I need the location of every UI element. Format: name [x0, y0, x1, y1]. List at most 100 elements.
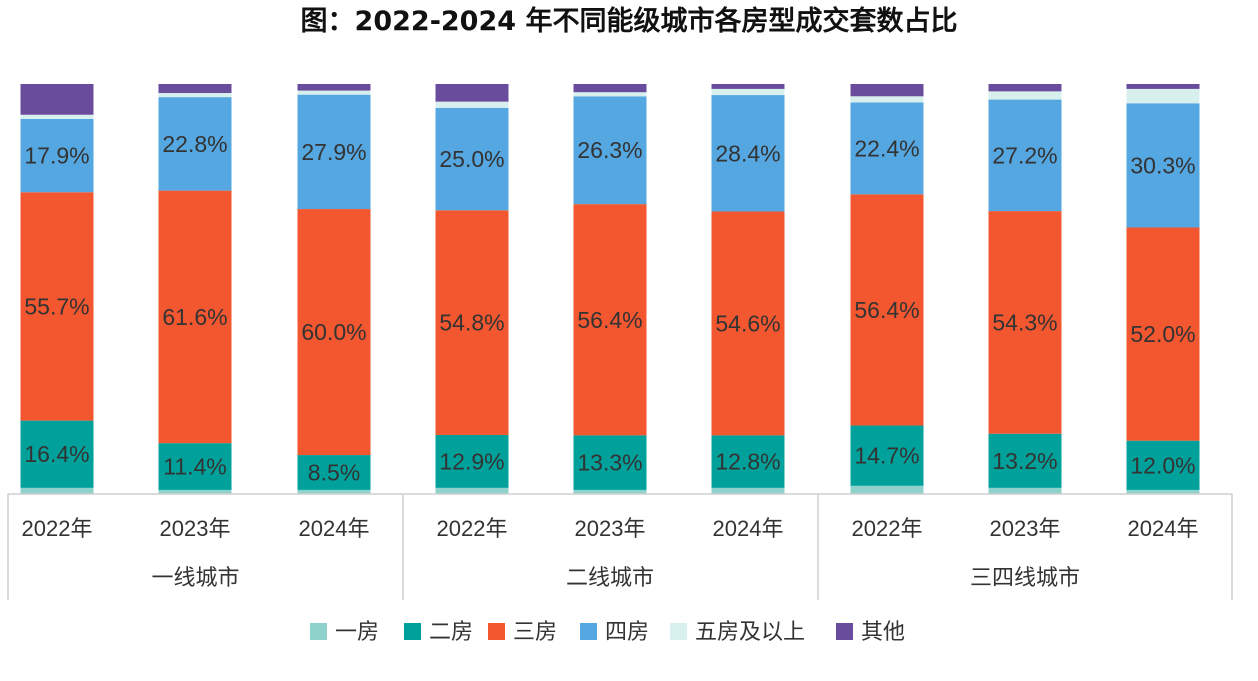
data-label: 22.8% — [162, 131, 227, 157]
bar-segment — [850, 84, 924, 97]
bar-segment — [1126, 103, 1200, 228]
x-tick-label: 2022年 — [852, 516, 923, 541]
data-label: 25.0% — [439, 146, 504, 172]
bar-segment — [435, 487, 509, 494]
bar-segment — [158, 190, 232, 444]
data-label: 11.4% — [163, 454, 227, 480]
bar-segment — [573, 489, 647, 494]
legend-label: 二房 — [429, 620, 473, 645]
bar-segment — [1126, 227, 1200, 441]
bar-segment — [20, 487, 94, 494]
x-tick-label: 2024年 — [299, 516, 370, 541]
bar-segment — [850, 425, 924, 486]
data-label: 13.2% — [992, 448, 1057, 474]
group-label: 三四线城市 — [970, 566, 1080, 591]
data-label: 54.3% — [992, 309, 1057, 335]
bar-segment — [573, 435, 647, 490]
chart-title: 图：2022-2024 年不同能级城市各房型成交套数占比 — [300, 6, 958, 37]
x-tick-label: 2024年 — [713, 516, 784, 541]
data-label: 12.8% — [715, 449, 780, 475]
bar-segment — [435, 101, 509, 108]
data-label: 61.6% — [162, 304, 227, 330]
group-label: 二线城市 — [566, 566, 654, 591]
bar-segment — [988, 433, 1062, 488]
data-label: 12.9% — [439, 448, 504, 474]
bar-segment — [20, 420, 94, 488]
bar-segment — [297, 489, 371, 494]
data-label: 55.7% — [24, 293, 89, 319]
bar-segment — [158, 443, 232, 490]
data-label: 14.7% — [854, 443, 919, 469]
bar-segment — [435, 107, 509, 211]
data-label: 16.4% — [24, 441, 89, 467]
bar-segment — [711, 88, 785, 96]
x-tick-label: 2022年 — [437, 516, 508, 541]
legend-swatch — [670, 623, 687, 640]
data-label: 8.5% — [308, 459, 360, 485]
bar-segment — [297, 209, 371, 456]
bar-segment — [988, 487, 1062, 494]
x-tick-label: 2024年 — [1128, 516, 1199, 541]
bar-segment — [850, 96, 924, 103]
data-label: 56.4% — [577, 307, 642, 333]
data-label: 30.3% — [1130, 152, 1195, 178]
bar-segment — [988, 99, 1062, 212]
bar-segment — [435, 210, 509, 435]
bar-segment — [297, 90, 371, 95]
bar-segment — [1126, 88, 1200, 104]
bar-segment — [158, 97, 232, 191]
legend-label: 五房及以上 — [695, 620, 805, 645]
bar-segment — [297, 84, 371, 91]
data-label: 54.6% — [715, 310, 780, 336]
bar-segment — [711, 84, 785, 89]
bar-segment — [20, 192, 94, 421]
data-label: 27.9% — [301, 139, 366, 165]
data-label: 54.8% — [439, 310, 504, 336]
bar-segment — [711, 95, 785, 212]
data-label: 26.3% — [577, 137, 642, 163]
bar-segment — [573, 204, 647, 436]
legend-swatch — [488, 623, 505, 640]
data-label: 12.0% — [1130, 452, 1195, 478]
bar-segment — [1126, 489, 1200, 494]
bar-segment — [573, 96, 647, 205]
legend-label: 三房 — [513, 620, 557, 645]
x-tick-label: 2022年 — [22, 516, 93, 541]
bar-segment — [435, 84, 509, 102]
bar-segment — [573, 84, 647, 93]
group-label: 一线城市 — [151, 566, 239, 591]
bar-segment — [1126, 440, 1200, 490]
legend-swatch — [836, 623, 853, 640]
bar-segment — [711, 211, 785, 436]
bar-segment — [711, 435, 785, 488]
bar-segment — [435, 434, 509, 488]
data-label: 27.2% — [992, 142, 1057, 168]
x-tick-label: 2023年 — [160, 516, 231, 541]
bar-segment — [850, 102, 924, 195]
bar-segment — [297, 455, 371, 490]
data-label: 56.4% — [854, 297, 919, 323]
bar-segment — [158, 489, 232, 494]
legend-label: 一房 — [335, 620, 379, 645]
bar-segment — [158, 93, 232, 98]
legend-label: 其他 — [861, 620, 905, 645]
data-label: 28.4% — [715, 140, 780, 166]
x-tick-label: 2023年 — [575, 516, 646, 541]
legend-swatch — [580, 623, 597, 640]
data-label: 22.4% — [854, 135, 919, 161]
bar-segment — [988, 91, 1062, 100]
bar-segment — [158, 84, 232, 94]
bar-segment — [988, 84, 1062, 92]
bar-segment — [850, 485, 924, 494]
x-tick-label: 2023年 — [990, 516, 1061, 541]
data-label: 60.0% — [301, 319, 366, 345]
bar-segment — [573, 92, 647, 97]
bar-segment — [20, 114, 94, 119]
data-label: 52.0% — [1130, 321, 1195, 347]
legend-swatch — [404, 623, 421, 640]
bar-segment — [20, 84, 94, 115]
bar-segment — [850, 194, 924, 426]
bar-segment — [20, 118, 94, 193]
bar-segment — [711, 487, 785, 494]
